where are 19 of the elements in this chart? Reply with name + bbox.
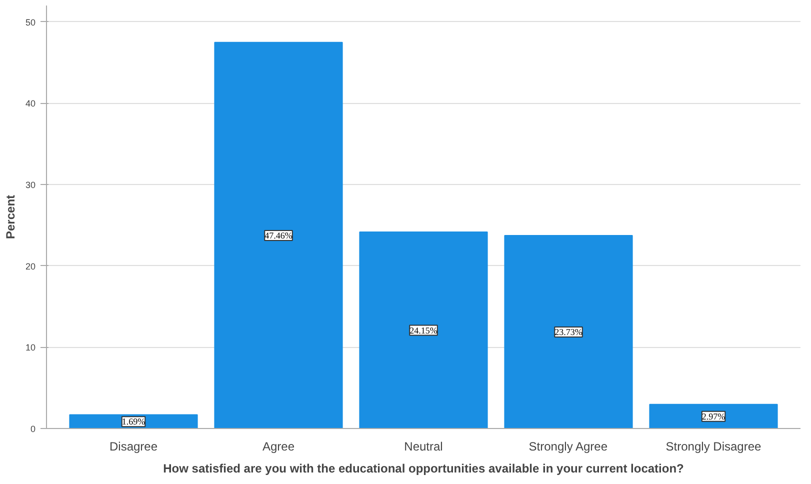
x-tick-label: Agree: [262, 440, 295, 454]
bar: [504, 234, 633, 428]
y-tick-label: 10: [25, 342, 36, 353]
x-tick-label: Strongly Disagree: [666, 440, 762, 454]
x-tick-label: Disagree: [109, 440, 158, 454]
bar: [214, 42, 343, 428]
y-tick-label: 0: [30, 424, 36, 434]
bar: [359, 232, 488, 428]
y-axis-title: Percent: [3, 194, 18, 240]
data-label: 23.73%: [554, 326, 583, 337]
y-tick-label: 50: [25, 17, 36, 28]
y-tick-label: 40: [25, 98, 36, 109]
x-tick-label: Neutral: [404, 440, 443, 454]
x-tick-label: Strongly Agree: [528, 440, 608, 454]
bar: [649, 404, 778, 428]
y-tick-label: 20: [25, 261, 36, 272]
y-tick-label: 30: [25, 180, 36, 190]
x-axis-title: How satisfied are you with the educational opportunities available in your current location?: [163, 462, 684, 476]
data-label: 24.15%: [410, 325, 438, 336]
